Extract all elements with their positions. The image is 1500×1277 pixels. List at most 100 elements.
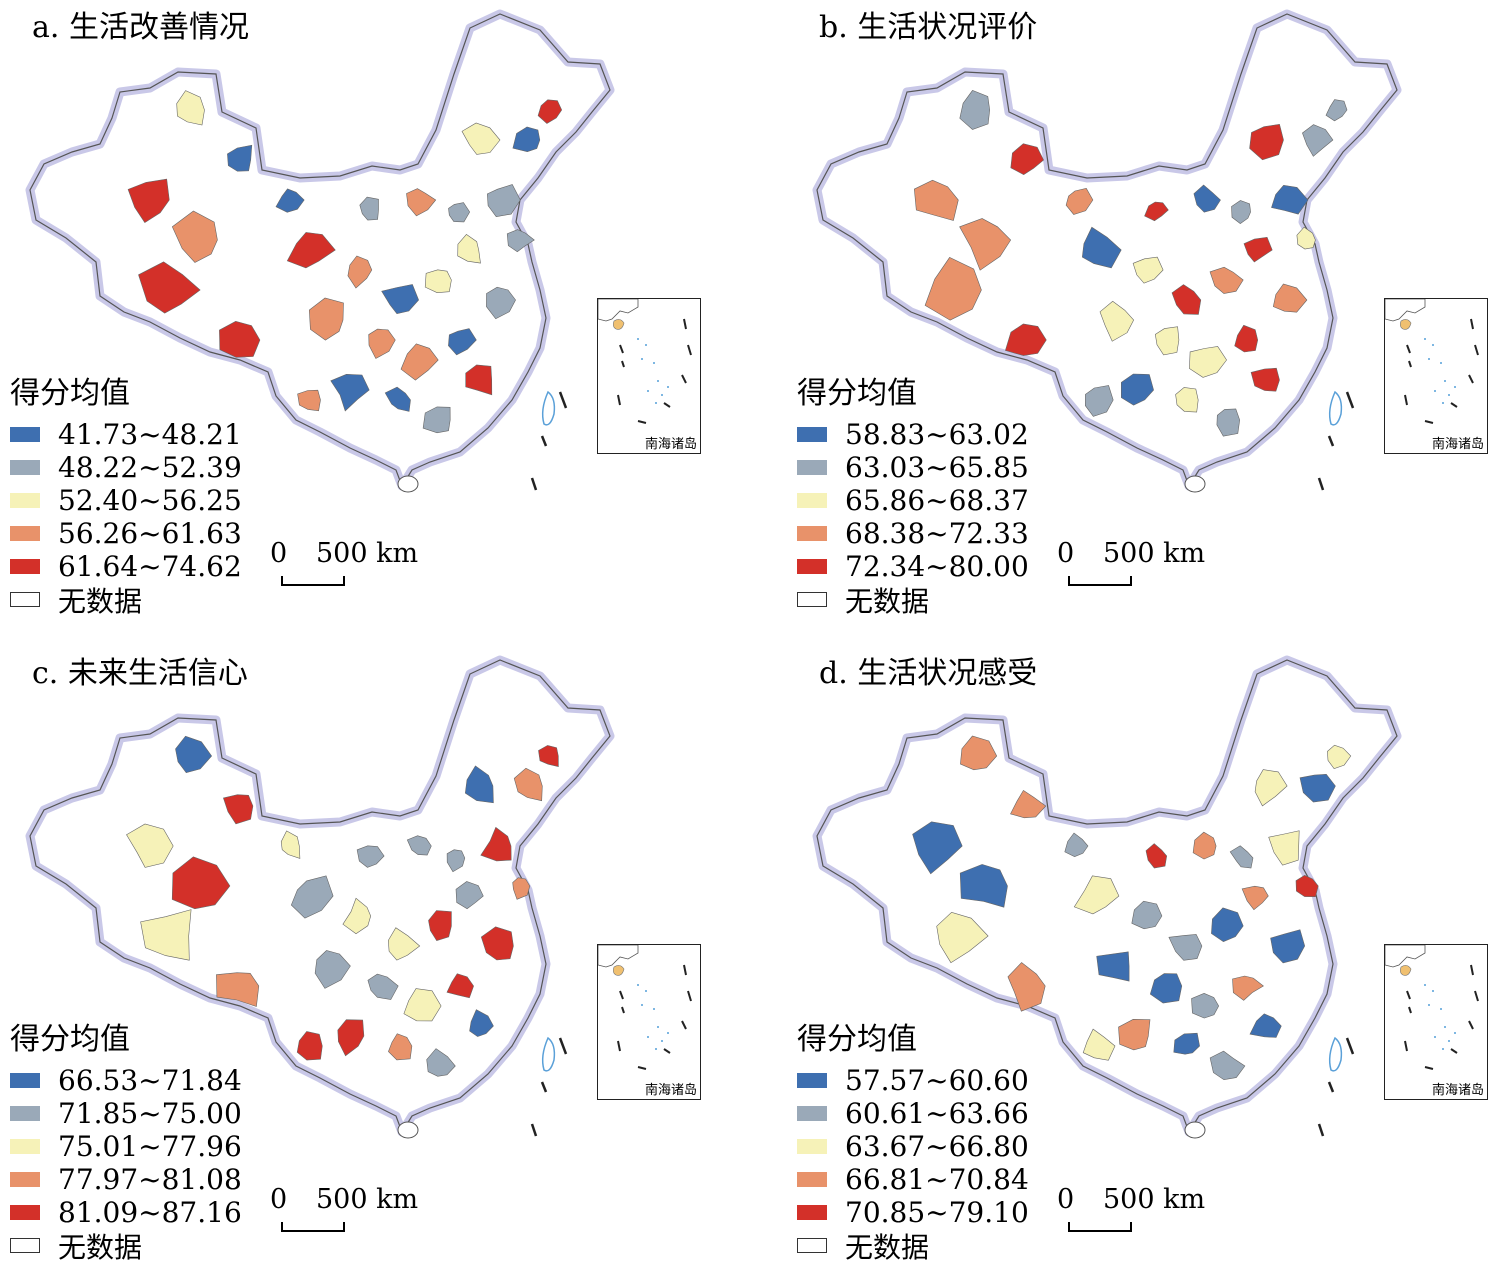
region xyxy=(924,257,982,321)
region xyxy=(461,122,501,155)
legend-swatch xyxy=(10,427,40,442)
region xyxy=(384,386,411,412)
national-border xyxy=(29,13,611,488)
legend-label: 70.85~79.10 xyxy=(845,1196,1029,1229)
legend-item-no-data: 无数据 xyxy=(797,583,1029,618)
region xyxy=(1168,934,1203,961)
inset-map xyxy=(1384,298,1479,424)
legend-label: 71.85~75.00 xyxy=(58,1097,242,1130)
legend-item: 81.09~87.16 xyxy=(10,1196,242,1229)
legend-item: 66.53~71.84 xyxy=(10,1064,242,1097)
legend-label: 无数据 xyxy=(845,584,930,618)
region xyxy=(1099,300,1135,342)
legend-swatch xyxy=(797,1106,827,1121)
region xyxy=(308,297,344,341)
legend-title: 得分均值 xyxy=(10,1022,130,1057)
legend-label: 72.34~80.00 xyxy=(845,550,1029,583)
south-china-sea-inset: 南海诸岛 xyxy=(1384,944,1488,1100)
dash-line xyxy=(540,435,548,447)
region xyxy=(1272,283,1308,313)
region xyxy=(1149,973,1183,1004)
dash-line xyxy=(1317,1123,1325,1137)
legend-item: 72.34~80.00 xyxy=(797,550,1029,583)
region xyxy=(1249,1013,1282,1038)
region xyxy=(512,877,531,900)
scale-distance: 500 km xyxy=(316,538,419,569)
legend-swatch xyxy=(10,493,40,508)
region xyxy=(486,286,516,320)
region xyxy=(1216,408,1241,437)
region xyxy=(297,389,321,412)
legend-item-no-data: 无数据 xyxy=(10,1229,242,1264)
china-map xyxy=(25,655,615,1139)
region xyxy=(480,926,514,961)
region xyxy=(1191,992,1220,1019)
region xyxy=(406,835,432,856)
legend-swatch xyxy=(797,1139,827,1154)
scale-bar: 0 500 km xyxy=(1057,538,1207,588)
map-panel-2: b. 生活状况评价 得分均值 58.83~63.02 63.03~65.85 65.… xyxy=(787,0,1500,631)
region xyxy=(223,794,254,825)
legend-label: 41.73~48.21 xyxy=(58,418,242,451)
legend-label: 57.57~60.60 xyxy=(845,1064,1029,1097)
legend-swatch xyxy=(797,1205,827,1220)
region xyxy=(448,202,471,223)
region xyxy=(537,99,563,124)
region xyxy=(1005,323,1047,356)
region xyxy=(1118,1018,1151,1051)
legend-swatch xyxy=(797,493,827,508)
china-map xyxy=(25,9,615,493)
hainan-island xyxy=(1184,1121,1206,1139)
region xyxy=(446,973,474,999)
region xyxy=(513,767,543,802)
legend-item: 65.86~68.37 xyxy=(797,484,1029,517)
region xyxy=(1084,385,1114,417)
dash-line xyxy=(1327,1081,1335,1093)
region xyxy=(1192,831,1217,860)
legend-swatch xyxy=(797,526,827,541)
region xyxy=(426,1048,456,1077)
region xyxy=(1327,744,1352,770)
legend-item: 60.61~63.66 xyxy=(797,1097,1029,1130)
scale-zero: 0 xyxy=(270,1184,288,1215)
region xyxy=(912,821,963,875)
scale-line xyxy=(1068,1222,1132,1232)
legend-swatch xyxy=(797,1238,827,1253)
legend-swatch xyxy=(797,460,827,475)
region xyxy=(388,1033,413,1061)
hainan-island xyxy=(1184,475,1206,493)
region xyxy=(1144,201,1169,222)
legend-swatch xyxy=(797,1172,827,1187)
region xyxy=(280,830,301,859)
legend-swatch xyxy=(10,1073,40,1088)
region xyxy=(1065,187,1094,215)
region xyxy=(1073,875,1120,915)
region xyxy=(216,972,260,1007)
region xyxy=(1249,123,1284,161)
scale-distance: 500 km xyxy=(1103,1184,1206,1215)
south-china-sea-inset: 南海诸岛 xyxy=(597,298,701,454)
region xyxy=(127,178,170,224)
dash-line xyxy=(530,1123,538,1137)
legend-label: 63.03~65.85 xyxy=(845,451,1029,484)
region xyxy=(400,343,439,381)
region xyxy=(140,909,192,961)
legend-label: 无数据 xyxy=(58,1230,143,1264)
region xyxy=(1154,326,1180,356)
region xyxy=(465,364,493,396)
region xyxy=(1229,845,1254,869)
region xyxy=(1096,951,1130,982)
legend-swatch xyxy=(797,1073,827,1088)
region xyxy=(1325,99,1348,122)
region xyxy=(171,210,218,263)
inset-label: 南海诸岛 xyxy=(644,437,697,452)
region xyxy=(1121,373,1154,406)
hainan-island xyxy=(397,1121,419,1139)
south-china-sea-inset: 南海诸岛 xyxy=(597,944,701,1100)
region xyxy=(960,735,998,771)
scale-bar: 0 500 km xyxy=(1057,1184,1207,1234)
legend-swatch xyxy=(10,592,40,607)
legend-item: 52.40~56.25 xyxy=(10,484,242,517)
region xyxy=(368,328,396,359)
china-map xyxy=(812,9,1402,493)
